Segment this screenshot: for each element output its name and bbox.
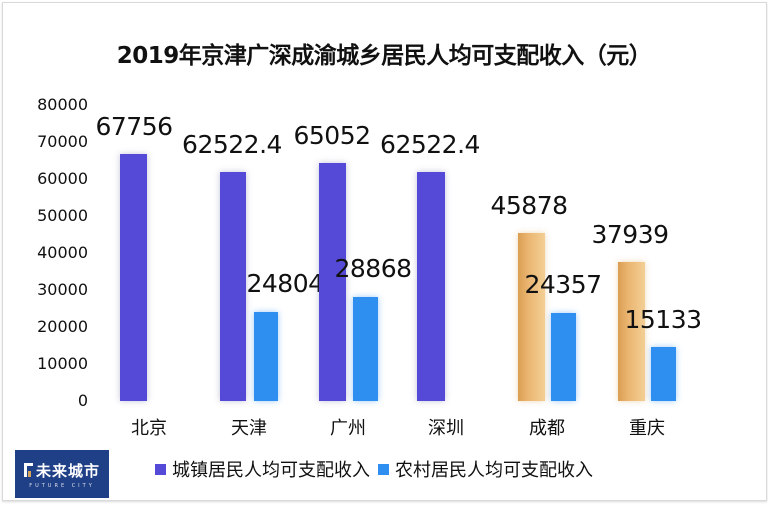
bar-chongqing-urban [618,262,645,401]
y-tick: 70000 [37,132,88,151]
value-label: 45878 [490,191,568,220]
legend-item-urban: 城镇居民人均可支配收入 [155,456,370,482]
bar-beijing-urban [120,154,147,401]
bar-tianjin-rural [254,312,278,401]
legend-label-rural: 农村居民人均可支配收入 [395,460,593,481]
y-tick: 0 [77,391,88,410]
value-label: 67756 [95,112,173,141]
bar-guangzhou-urban [319,163,346,401]
legend-swatch-rural [378,463,389,475]
x-tick: 深圳 [428,418,464,439]
y-tick: 20000 [37,317,88,336]
value-label: 28868 [334,254,412,283]
logo-text: 未来城市 [35,461,100,480]
y-tick: 30000 [37,280,88,299]
x-tick: 重庆 [629,418,665,439]
bar-chengdu-rural [551,313,576,401]
value-label: 24357 [524,270,602,299]
legend-label-urban: 城镇居民人均可支配收入 [172,460,370,481]
bar-chengdu-urban [518,233,545,401]
value-label: 65052 [293,121,371,150]
value-label: 62522.4 [182,130,282,159]
logo-subtext: FUTURE CITY [29,482,95,489]
logo-mark-icon [23,463,33,477]
y-tick: 60000 [37,169,88,188]
x-tick: 广州 [330,418,366,439]
bar-shenzhen-urban [417,172,445,401]
legend-swatch-urban [155,463,166,475]
x-tick: 北京 [131,418,167,439]
bar-tianjin-urban [220,172,246,401]
value-label: 37939 [591,220,669,249]
chart-legend: 城镇居民人均可支配收入 农村居民人均可支配收入 [155,456,601,482]
legend-item-rural: 农村居民人均可支配收入 [378,456,593,482]
x-tick: 天津 [231,418,267,439]
future-city-logo: 未来城市 FUTURE CITY [15,450,109,498]
logo-main: 未来城市 [23,460,100,481]
value-label: 62522.4 [380,130,480,159]
value-label: 24804 [246,269,324,298]
x-tick: 成都 [529,418,565,439]
y-tick: 40000 [37,243,88,262]
y-tick: 80000 [37,95,88,114]
y-tick: 50000 [37,206,88,225]
bar-guangzhou-rural [353,297,378,401]
bar-chongqing-rural [651,347,676,401]
y-tick: 10000 [37,354,88,373]
chart-title: 2019年京津广深成渝城乡居民人均可支配收入（元） [116,43,652,69]
value-label: 15133 [624,305,702,334]
